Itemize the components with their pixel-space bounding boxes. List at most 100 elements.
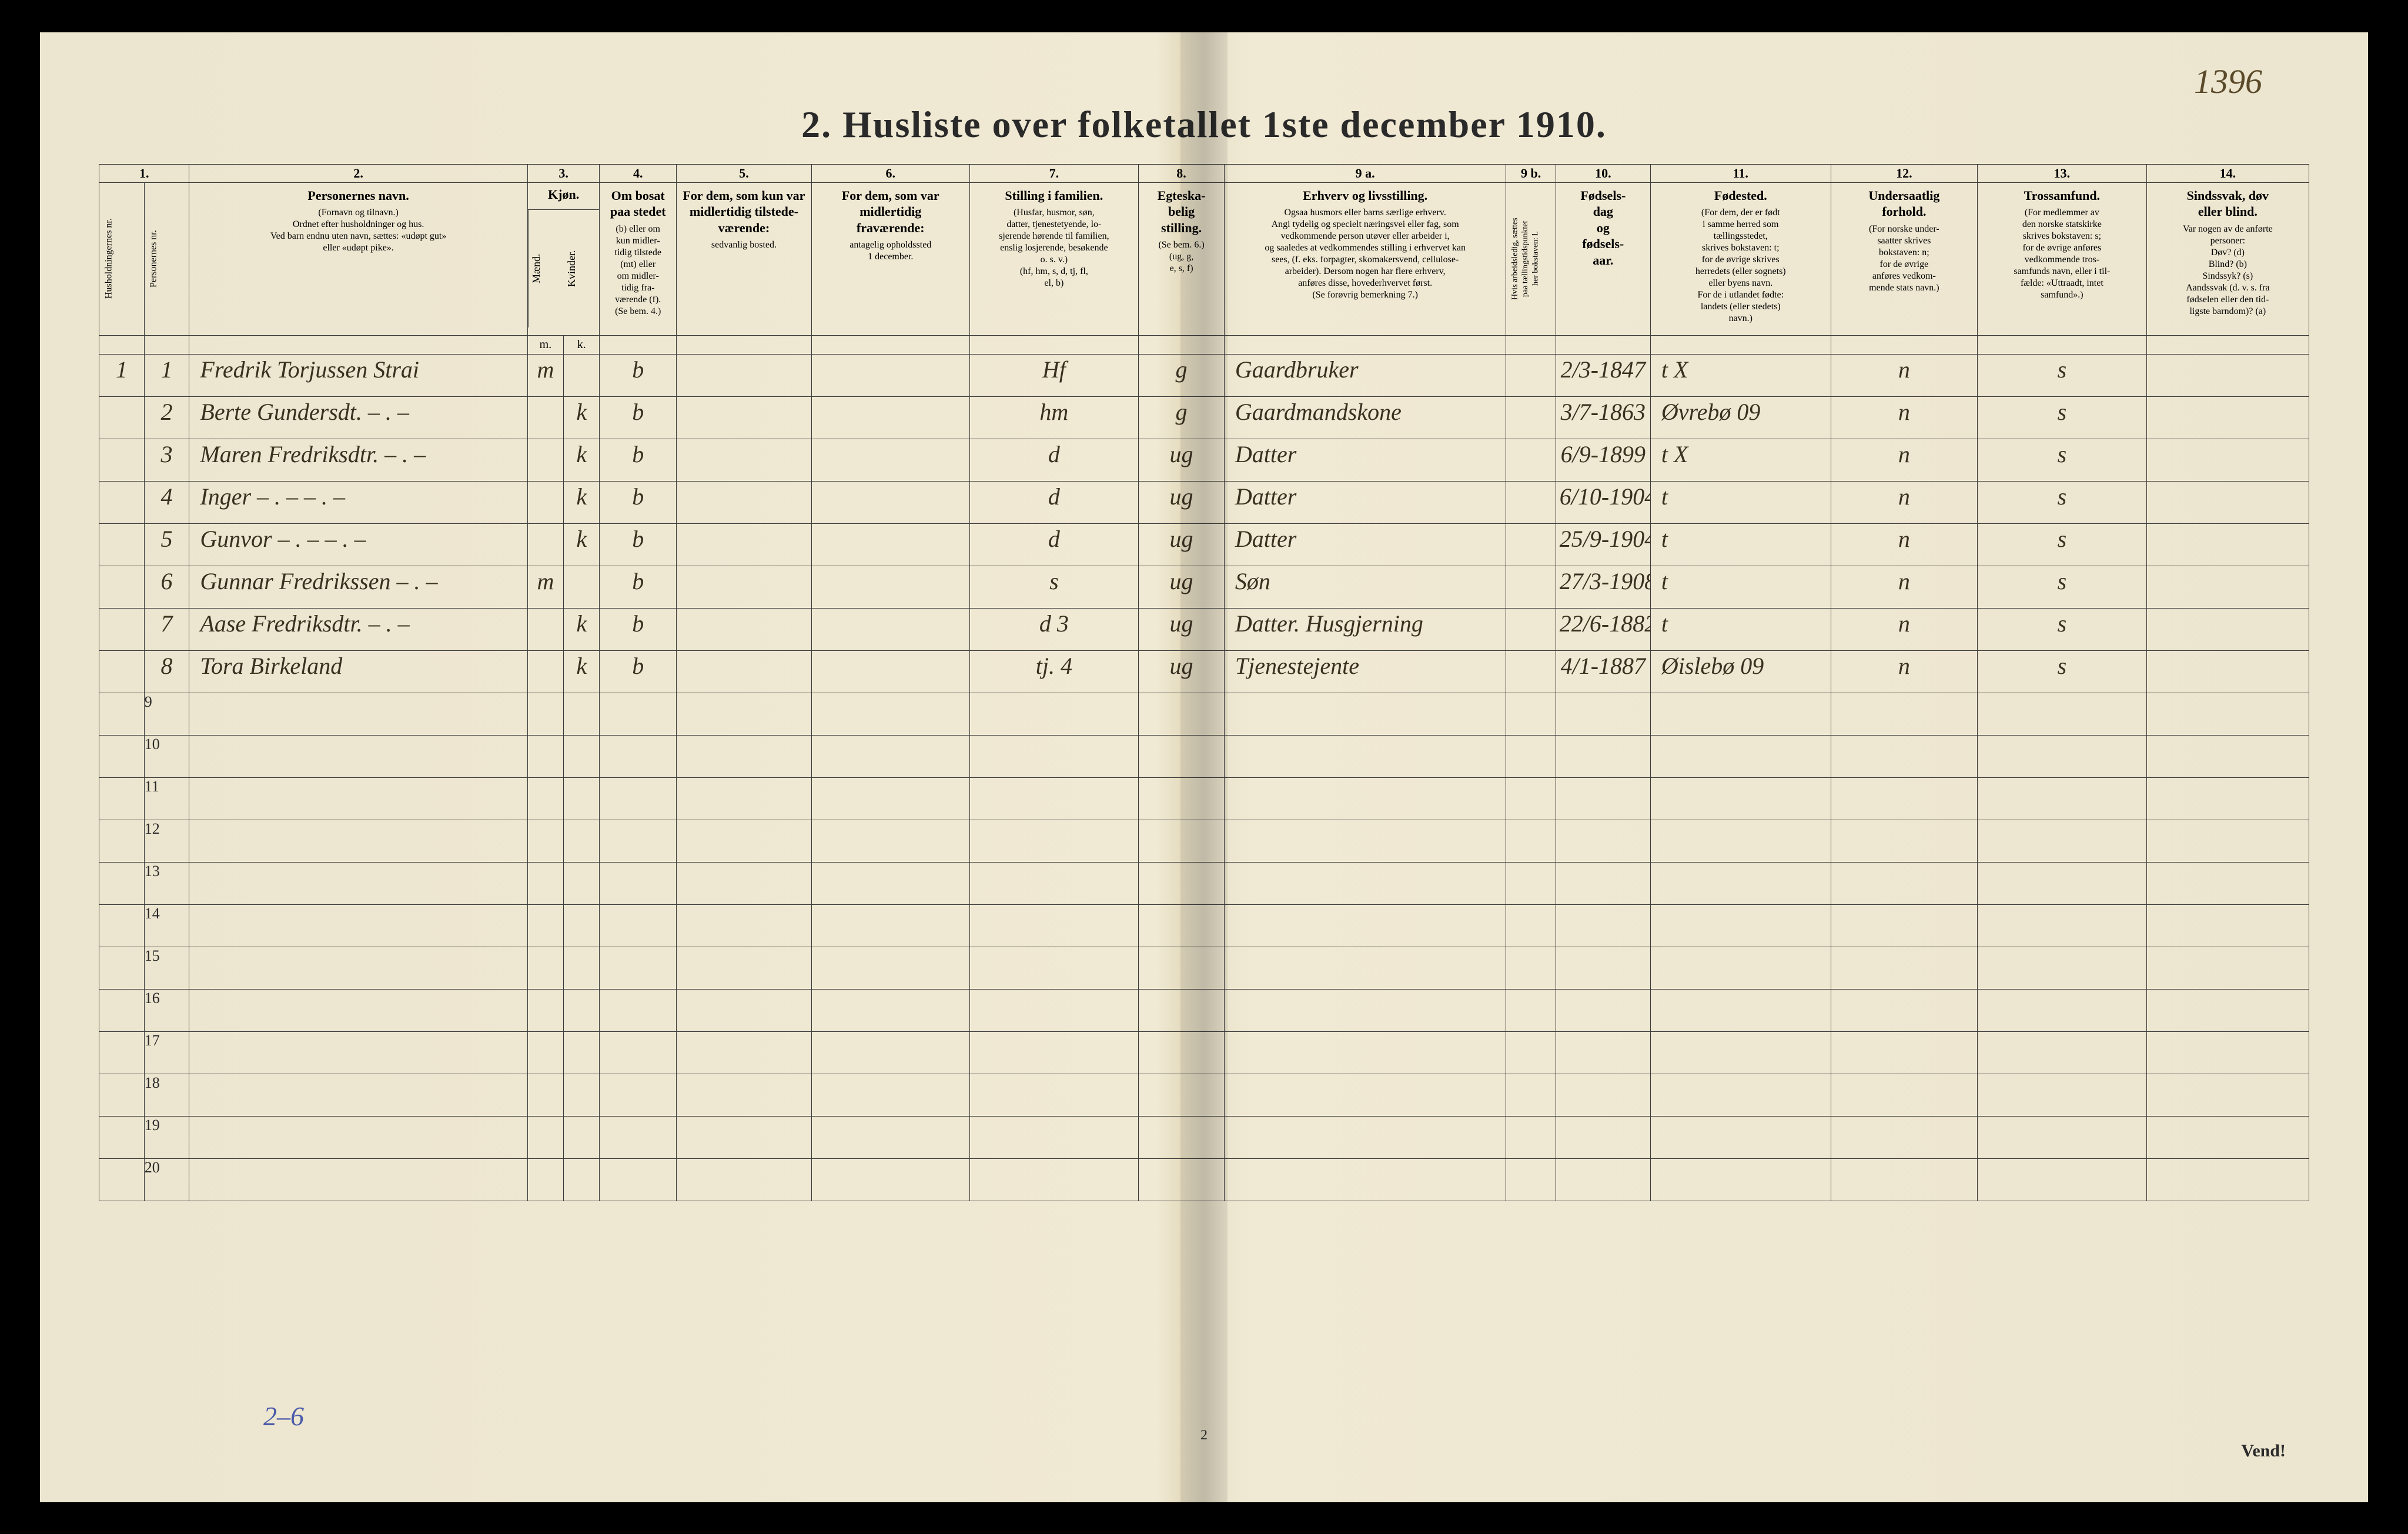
- cell-empty: [1978, 1158, 2147, 1201]
- cell-empty: [812, 947, 970, 989]
- cell-empty: [600, 1158, 676, 1201]
- table-row-empty: 16: [99, 989, 2309, 1031]
- colnum: 11.: [1650, 164, 1831, 182]
- cell-tros: s: [1978, 608, 2147, 650]
- cell-empty: [1139, 1031, 1225, 1074]
- cell-c5: [676, 354, 811, 396]
- header-row: Husholdningernes nr. Personernes nr. Per…: [99, 182, 2309, 335]
- cell-empty: [1831, 989, 1977, 1031]
- cell-empty: [99, 820, 145, 862]
- cell-empty: [189, 820, 527, 862]
- cell-empty: [1556, 904, 1650, 947]
- cell-empty: [1139, 735, 1225, 777]
- cell-empty: [1224, 735, 1506, 777]
- cell-tros: s: [1978, 354, 2147, 396]
- cell-l: [1506, 650, 1556, 693]
- cell-empty: [99, 1031, 145, 1074]
- cell-empty: [189, 735, 527, 777]
- colnum: 13.: [1978, 164, 2147, 182]
- printed-page-number: 2: [1200, 1428, 1208, 1443]
- cell-fsted: t: [1650, 608, 1831, 650]
- colnum: 5.: [676, 164, 811, 182]
- cell-empty: 10: [144, 735, 189, 777]
- cell-c6: [812, 566, 970, 608]
- cell-empty: [1978, 735, 2147, 777]
- colnum: 9 a.: [1224, 164, 1506, 182]
- cell-fam: hm: [969, 396, 1139, 439]
- cell-bosat: b: [600, 481, 676, 523]
- cell-empty: 17: [144, 1031, 189, 1074]
- table-row-empty: 12: [99, 820, 2309, 862]
- cell-rownum: 2: [144, 396, 189, 439]
- header-kjon: Kjøn. Mænd. Kvinder.: [527, 182, 600, 335]
- cell-fsted: Øvrebø 09: [1650, 396, 1831, 439]
- cell-empty: [812, 777, 970, 820]
- cell-empty: [564, 777, 600, 820]
- header-bosat: Om bosat paa stedet(b) eller om kun midl…: [600, 182, 676, 335]
- cell-empty: [1978, 862, 2147, 904]
- cell-sex-k: [564, 354, 600, 396]
- cell-empty: [1224, 1158, 1506, 1201]
- cell-fsted: t: [1650, 481, 1831, 523]
- cell-empty: 19: [144, 1116, 189, 1158]
- cell-empty: 20: [144, 1158, 189, 1201]
- cell-rownum: 1: [144, 354, 189, 396]
- cell-empty: [600, 947, 676, 989]
- header-midlertidig-fravaerende: For dem, som var midlertidig fraværende:…: [812, 182, 970, 335]
- cell-empty: [969, 735, 1139, 777]
- cell-empty: [99, 947, 145, 989]
- table-row-empty: 11: [99, 777, 2309, 820]
- cell-empty: [2146, 947, 2309, 989]
- cell-empty: [564, 904, 600, 947]
- cell-sex-k: k: [564, 650, 600, 693]
- cell-rownum: [99, 396, 145, 439]
- cell-empty: [1978, 1074, 2147, 1116]
- cell-name: Aase Fredriksdtr. – . –: [189, 608, 527, 650]
- cell-c5: [676, 481, 811, 523]
- cell-erhverv: Tjenestejente: [1224, 650, 1506, 693]
- cell-tros: s: [1978, 439, 2147, 481]
- cell-dob: 3/7-1863: [1556, 396, 1650, 439]
- cell-empty: [1831, 1031, 1977, 1074]
- cell-empty: [189, 1031, 527, 1074]
- cell-rownum: [99, 439, 145, 481]
- cell-empty: [99, 904, 145, 947]
- cell-bosat: b: [600, 650, 676, 693]
- cell-rownum: 4: [144, 481, 189, 523]
- cell-empty: [1139, 820, 1225, 862]
- sub-m: m.: [527, 335, 563, 354]
- cell-empty: [564, 1074, 600, 1116]
- table-row: 5Gunvor – . – – . –kbdugDatter25/9-1904t…: [99, 523, 2309, 566]
- cell-bosat: b: [600, 396, 676, 439]
- cell-l: [1506, 608, 1556, 650]
- cell-empty: [1556, 1158, 1650, 1201]
- cell-empty: [600, 1116, 676, 1158]
- cell-empty: [1506, 1074, 1556, 1116]
- cell-empty: [676, 904, 811, 947]
- table-row: 8Tora Birkelandkbtj. 4ugTjenestejente4/1…: [99, 650, 2309, 693]
- cell-empty: [2146, 1116, 2309, 1158]
- cell-empty: [1556, 693, 1650, 735]
- cell-empty: [1139, 947, 1225, 989]
- cell-name: Tora Birkeland: [189, 650, 527, 693]
- cell-rownum: 6: [144, 566, 189, 608]
- cell-empty: [2146, 1158, 2309, 1201]
- header-undersaatlig: Undersaatlig forhold.(For norske under- …: [1831, 182, 1977, 335]
- cell-empty: [812, 1158, 970, 1201]
- cell-empty: [676, 989, 811, 1031]
- cell-empty: [527, 947, 563, 989]
- cell-l: [1506, 396, 1556, 439]
- cell-empty: [676, 820, 811, 862]
- cell-c6: [812, 608, 970, 650]
- table-row: 11Fredrik Torjussen StraimbHfgGaardbruke…: [99, 354, 2309, 396]
- cell-empty: [527, 693, 563, 735]
- cell-empty: [99, 777, 145, 820]
- cell-empty: [1224, 904, 1506, 947]
- cell-erhverv: Gaardmandskone: [1224, 396, 1506, 439]
- cell-empty: [1831, 1116, 1977, 1158]
- cell-egte: g: [1139, 396, 1225, 439]
- cell-empty: [1650, 1074, 1831, 1116]
- cell-fsted: t X: [1650, 354, 1831, 396]
- table-row-empty: 13: [99, 862, 2309, 904]
- cell-empty: [1978, 820, 2147, 862]
